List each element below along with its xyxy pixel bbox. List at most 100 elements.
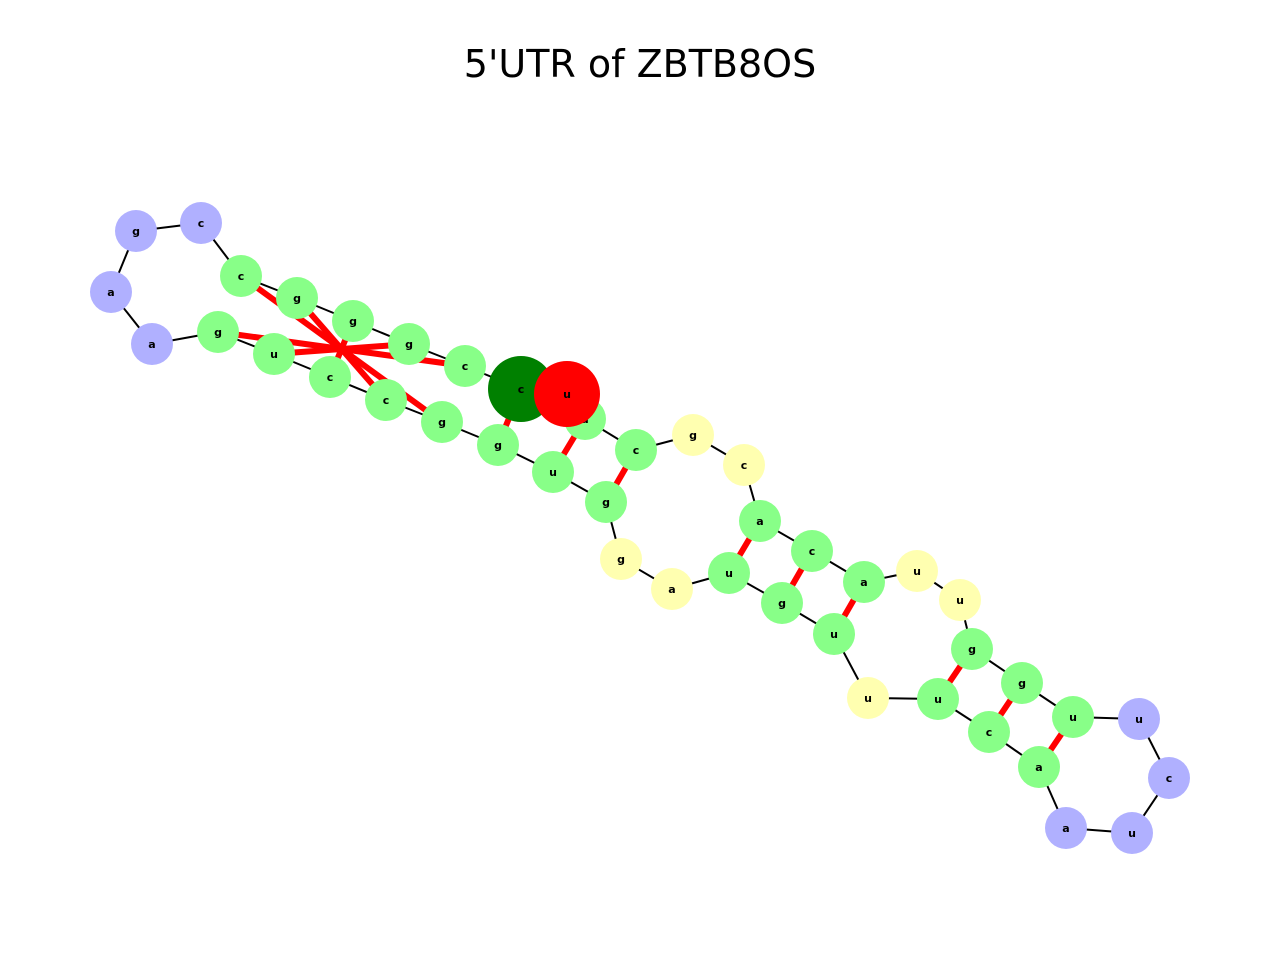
backbone-layer bbox=[110, 222, 1170, 834]
nucleotide-circle-36 bbox=[896, 550, 938, 592]
nucleotide-circle-34 bbox=[951, 628, 993, 670]
nucleotide-35: u bbox=[939, 579, 981, 621]
nucleotide-circle-17 bbox=[532, 451, 574, 493]
nucleotide-label-8: g bbox=[132, 225, 140, 238]
nucleotide-34: g bbox=[951, 628, 993, 670]
nucleotide-8: g bbox=[115, 210, 157, 252]
nucleotide-circle-21 bbox=[708, 552, 750, 594]
nucleotide-circle-39 bbox=[739, 500, 781, 542]
nucleotide-label-30: c bbox=[1166, 772, 1173, 785]
nucleotide-label-17: u bbox=[549, 466, 557, 479]
nucleotide-label-25: u bbox=[934, 693, 942, 706]
nucleotide-label-32: u bbox=[1069, 711, 1077, 724]
nucleotide-circle-29 bbox=[1111, 812, 1153, 854]
nucleotide-label-9: a bbox=[107, 286, 114, 299]
nucleotide-14: c bbox=[365, 379, 407, 421]
nucleotide-41: g bbox=[672, 414, 714, 456]
nucleotide-label-11: g bbox=[214, 326, 222, 339]
nucleotide-39: a bbox=[739, 500, 781, 542]
nucleotide-label-18: g bbox=[602, 496, 610, 509]
nucleotide-circle-3 bbox=[388, 323, 430, 365]
nucleotide-7: c bbox=[180, 202, 222, 244]
nucleotide-label-20: a bbox=[668, 583, 675, 596]
nucleotide-circle-2 bbox=[444, 345, 486, 387]
nucleotide-circle-19 bbox=[600, 538, 642, 580]
nucleotide-17: u bbox=[532, 451, 574, 493]
nucleotide-2: c bbox=[444, 345, 486, 387]
nucleotide-16: g bbox=[477, 424, 519, 466]
nucleotide-33: g bbox=[1001, 662, 1043, 704]
nucleotide-label-22: g bbox=[778, 597, 786, 610]
nucleotide-label-29: u bbox=[1128, 827, 1136, 840]
nucleotide-circle-27 bbox=[1018, 746, 1060, 788]
nucleotide-label-16: g bbox=[494, 439, 502, 452]
nucleotide-44: u bbox=[534, 361, 600, 427]
nucleotide-circle-20 bbox=[651, 568, 693, 610]
nucleotide-label-35: u bbox=[956, 594, 964, 607]
nucleotide-label-28: a bbox=[1062, 822, 1069, 835]
nucleotide-label-13: c bbox=[327, 371, 334, 384]
nucleotide-circle-33 bbox=[1001, 662, 1043, 704]
nucleotide-label-39: a bbox=[756, 515, 763, 528]
nucleotide-label-26: c bbox=[986, 726, 993, 739]
nucleotide-circle-18 bbox=[585, 481, 627, 523]
page-title: 5'UTR of ZBTB8OS bbox=[463, 42, 817, 86]
nucleotide-label-40: c bbox=[741, 459, 748, 472]
nucleotide-9: a bbox=[90, 271, 132, 313]
nucleotide-label-21: u bbox=[725, 567, 733, 580]
nucleotide-label-44: u bbox=[563, 388, 571, 401]
base-pair-6-15 bbox=[239, 273, 444, 425]
nucleotide-circle-4 bbox=[332, 300, 374, 342]
nucleotide-circle-7 bbox=[180, 202, 222, 244]
nucleotide-circle-8 bbox=[115, 210, 157, 252]
nucleotide-11: g bbox=[197, 311, 239, 353]
nucleotide-38: c bbox=[791, 530, 833, 572]
nucleotide-label-41: g bbox=[689, 429, 697, 442]
nucleotide-42: c bbox=[615, 429, 657, 471]
nucleotide-circle-35 bbox=[939, 579, 981, 621]
nucleotide-10: a bbox=[131, 323, 173, 365]
nucleotide-label-33: g bbox=[1018, 677, 1026, 690]
nucleotide-circle-12 bbox=[253, 333, 295, 375]
nucleotide-circle-6 bbox=[220, 255, 262, 297]
nucleotide-circle-16 bbox=[477, 424, 519, 466]
nucleotide-25: u bbox=[917, 678, 959, 720]
nucleotide-circle-25 bbox=[917, 678, 959, 720]
nucleotide-12: u bbox=[253, 333, 295, 375]
nucleotide-label-2: c bbox=[462, 360, 469, 373]
nucleotide-label-3: g bbox=[405, 338, 413, 351]
nucleotide-26: c bbox=[968, 711, 1010, 753]
nucleotide-37: a bbox=[843, 561, 885, 603]
nucleotide-29: u bbox=[1111, 812, 1153, 854]
nucleotide-circle-40 bbox=[723, 444, 765, 486]
nucleotide-circle-31 bbox=[1118, 698, 1160, 740]
nucleotide-label-12: u bbox=[270, 348, 278, 361]
nucleotide-circle-22 bbox=[761, 582, 803, 624]
nucleotide-circle-9 bbox=[90, 271, 132, 313]
nucleotide-circle-42 bbox=[615, 429, 657, 471]
nucleotide-circle-10 bbox=[131, 323, 173, 365]
nucleotide-circle-5 bbox=[276, 277, 318, 319]
nucleotide-15: g bbox=[421, 401, 463, 443]
nucleotide-label-31: u bbox=[1135, 713, 1143, 726]
nucleotide-circle-24 bbox=[847, 677, 889, 719]
nucleotide-label-27: a bbox=[1035, 761, 1042, 774]
nucleotide-5: g bbox=[276, 277, 318, 319]
nucleotide-circle-32 bbox=[1052, 696, 1094, 738]
nucleotide-18: g bbox=[585, 481, 627, 523]
nucleotide-circle-44 bbox=[534, 361, 600, 427]
nucleotide-6: c bbox=[220, 255, 262, 297]
nucleotide-32: u bbox=[1052, 696, 1094, 738]
nucleotide-19: g bbox=[600, 538, 642, 580]
nucleotide-13: c bbox=[309, 356, 351, 398]
nucleotide-circle-14 bbox=[365, 379, 407, 421]
nucleotide-label-23: u bbox=[830, 628, 838, 641]
nucleotide-label-24: u bbox=[864, 692, 872, 705]
nucleotide-label-19: g bbox=[617, 553, 625, 566]
nucleotide-31: u bbox=[1118, 698, 1160, 740]
nucleotide-label-7: c bbox=[198, 217, 205, 230]
nucleotide-label-5: g bbox=[293, 292, 301, 305]
nucleotide-28: a bbox=[1045, 807, 1087, 849]
nucleotide-21: u bbox=[708, 552, 750, 594]
